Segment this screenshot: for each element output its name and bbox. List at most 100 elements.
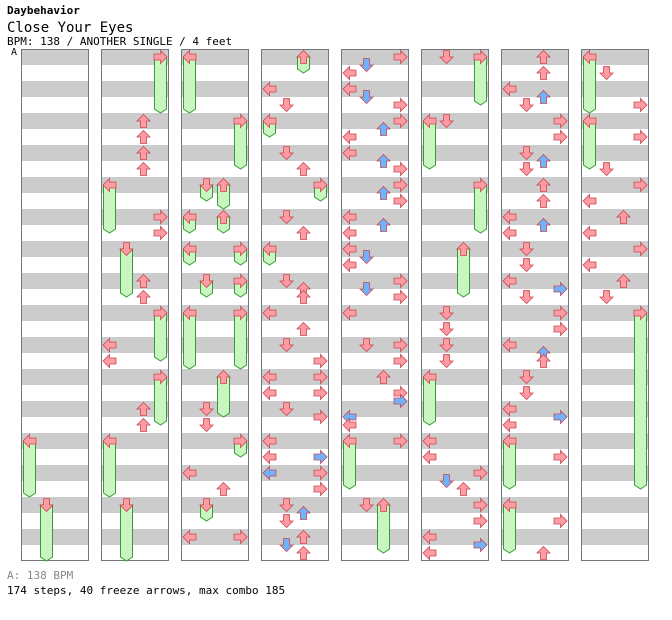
freeze-arrow-head xyxy=(456,241,471,256)
beat-stripe xyxy=(101,465,169,481)
beat-stripe xyxy=(261,305,329,321)
step-arrow xyxy=(422,449,437,465)
step-arrow xyxy=(296,545,311,560)
beat-stripe xyxy=(341,273,409,289)
step-arrow xyxy=(279,538,294,553)
beat-stripe xyxy=(581,209,649,225)
chart-column xyxy=(21,49,89,562)
step-arrow xyxy=(502,401,517,417)
step-arrow xyxy=(519,258,534,273)
step-arrow xyxy=(519,162,534,177)
beat-stripe xyxy=(261,81,329,97)
beat-stripe xyxy=(581,529,649,545)
step-arrow xyxy=(519,386,534,401)
step-arrow xyxy=(393,337,408,353)
step-arrow xyxy=(393,353,408,369)
bpm-marker: A xyxy=(11,47,18,58)
beat-stripe xyxy=(181,241,249,257)
freeze-arrow-body xyxy=(634,312,647,490)
beat-stripe xyxy=(101,497,169,513)
freeze-arrow-head xyxy=(153,49,168,65)
beat-stripe xyxy=(181,145,249,161)
column-border xyxy=(581,49,649,561)
step-arrow xyxy=(553,113,568,129)
beat-stripe xyxy=(21,49,89,65)
beat-stripe xyxy=(341,337,409,353)
beat-stripe xyxy=(581,145,649,161)
step-arrow xyxy=(439,474,454,489)
step-arrow xyxy=(153,209,168,225)
artist-name: Daybehavior xyxy=(7,4,80,17)
beat-stripe xyxy=(181,49,249,65)
freeze-arrow-head xyxy=(473,49,488,65)
step-arrow xyxy=(342,129,357,145)
step-arrow xyxy=(536,49,551,64)
freeze-arrow-body xyxy=(103,184,116,234)
step-arrow xyxy=(136,129,151,144)
beat-stripe xyxy=(501,273,569,289)
beat-stripe xyxy=(421,465,489,481)
freeze-arrow-body xyxy=(343,440,356,490)
beat-stripe xyxy=(501,49,569,65)
freeze-arrow-head xyxy=(199,178,214,193)
freeze-arrow-head xyxy=(633,305,648,321)
step-arrow xyxy=(279,338,294,353)
step-arrow xyxy=(342,65,357,81)
beat-stripe xyxy=(501,81,569,97)
beat-stripe xyxy=(181,465,249,481)
beat-stripe xyxy=(421,113,489,129)
step-arrow xyxy=(393,193,408,209)
beat-stripe xyxy=(181,433,249,449)
beat-stripe xyxy=(101,113,169,129)
freeze-arrow-body xyxy=(423,376,436,426)
step-arrow xyxy=(262,385,277,401)
step-arrow xyxy=(599,66,614,81)
freeze-arrow-head xyxy=(473,177,488,193)
step-arrow xyxy=(376,369,391,384)
step-arrow xyxy=(359,250,374,265)
freeze-arrow-head xyxy=(376,497,391,512)
step-arrow xyxy=(536,217,551,232)
step-arrow xyxy=(473,513,488,529)
step-arrow xyxy=(296,321,311,336)
beat-stripe xyxy=(501,209,569,225)
step-arrow xyxy=(633,97,648,113)
step-arrow xyxy=(262,369,277,385)
beat-stripe xyxy=(261,177,329,193)
beat-stripe xyxy=(21,401,89,417)
freeze-arrow-body xyxy=(183,56,196,114)
beat-stripe xyxy=(341,369,409,385)
beat-stripe xyxy=(101,209,169,225)
step-arrow xyxy=(473,537,488,553)
chart-column xyxy=(581,49,649,561)
freeze-arrow-body xyxy=(234,312,247,370)
freeze-arrow-head xyxy=(182,49,197,65)
beat-stripe xyxy=(181,337,249,353)
beat-stripe xyxy=(101,81,169,97)
beat-stripe xyxy=(101,49,169,65)
step-arrow xyxy=(279,98,294,113)
beat-stripe xyxy=(501,433,569,449)
beat-stripe xyxy=(21,433,89,449)
column-border xyxy=(261,49,329,561)
beat-stripe xyxy=(101,177,169,193)
step-arrow xyxy=(296,289,311,304)
beat-stripe xyxy=(101,337,169,353)
freeze-arrow-body xyxy=(40,504,53,562)
freeze-arrow-head xyxy=(119,498,134,513)
beat-stripe xyxy=(261,273,329,289)
step-arrow xyxy=(313,353,328,369)
step-arrow xyxy=(536,545,551,560)
step-arrow xyxy=(553,129,568,145)
chart-info: BPM: 138 / ANOTHER SINGLE / 4 feet xyxy=(7,35,233,48)
step-arrow xyxy=(182,529,197,545)
beat-stripe xyxy=(501,145,569,161)
step-arrow xyxy=(536,193,551,208)
step-arrow xyxy=(393,177,408,193)
freeze-arrow-head xyxy=(262,241,277,257)
beat-stripe xyxy=(261,241,329,257)
beat-stripe xyxy=(261,113,329,129)
step-arrow xyxy=(553,409,568,425)
step-arrow xyxy=(393,49,408,65)
step-arrow xyxy=(422,433,437,449)
